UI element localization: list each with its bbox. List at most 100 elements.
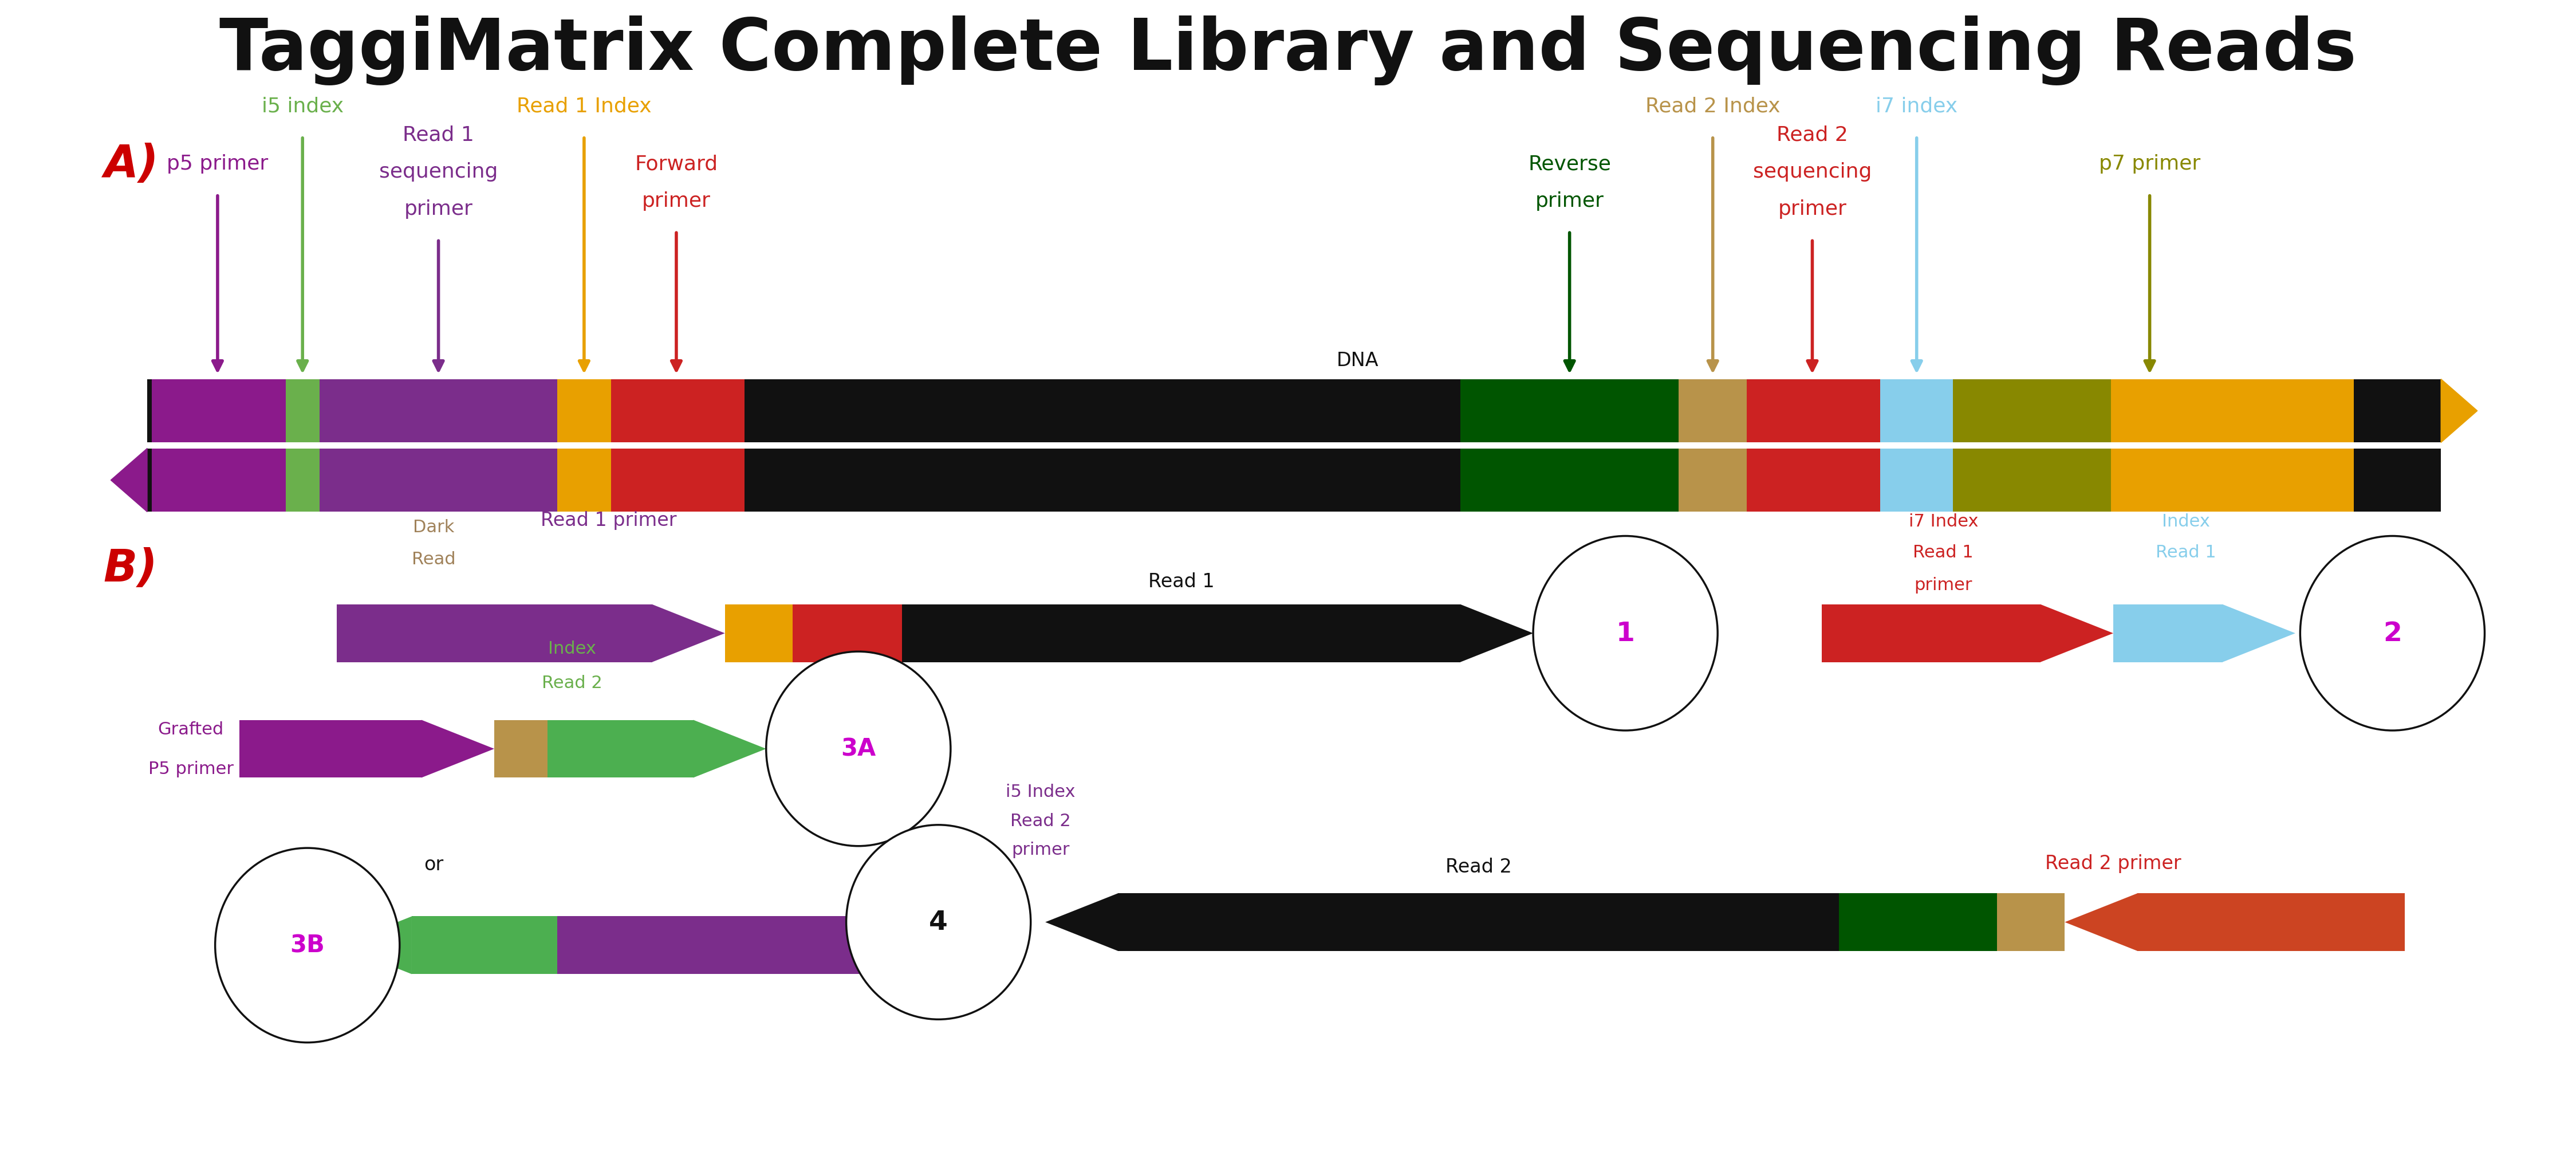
Bar: [1839, 893, 1996, 951]
Text: Read 2 primer: Read 2 primer: [2045, 854, 2182, 872]
Text: Reverse: Reverse: [1528, 155, 1610, 173]
Text: Read 1: Read 1: [1914, 544, 1973, 561]
Text: Read 1: Read 1: [402, 126, 474, 144]
Text: Index: Index: [2161, 513, 2210, 529]
Text: p7 primer: p7 primer: [2099, 155, 2200, 173]
Text: sequencing: sequencing: [1752, 162, 1873, 181]
Text: Read 2: Read 2: [1010, 813, 1072, 829]
Text: 1: 1: [1615, 621, 1636, 647]
Polygon shape: [2442, 379, 2478, 443]
Text: 2: 2: [2383, 621, 2401, 647]
Bar: [1880, 449, 1953, 512]
Text: or: or: [425, 855, 443, 873]
Bar: [319, 449, 556, 512]
Bar: [611, 449, 744, 512]
Text: primer: primer: [1012, 841, 1069, 858]
Bar: [793, 605, 902, 663]
Bar: [1747, 379, 1880, 443]
Bar: [1680, 379, 1747, 443]
Text: P5 primer: P5 primer: [149, 761, 234, 777]
Bar: [611, 379, 744, 443]
Bar: [2112, 605, 2223, 663]
Bar: [152, 379, 286, 443]
Text: sequencing: sequencing: [379, 162, 497, 181]
Text: Read 1 Index: Read 1 Index: [518, 97, 652, 116]
Text: TaggiMatrix Complete Library and Sequencing Reads: TaggiMatrix Complete Library and Sequenc…: [219, 15, 2357, 85]
Ellipse shape: [1533, 536, 1718, 730]
Text: p5 primer: p5 primer: [167, 155, 268, 173]
Bar: [286, 379, 319, 443]
Bar: [1821, 605, 2040, 663]
Bar: [1953, 379, 2110, 443]
Ellipse shape: [216, 848, 399, 1042]
Text: Read 2 Index: Read 2 Index: [1646, 97, 1780, 116]
Bar: [2110, 449, 2354, 512]
Text: Dark: Dark: [412, 519, 453, 535]
Bar: [724, 605, 793, 663]
Ellipse shape: [765, 651, 951, 847]
Bar: [744, 449, 1461, 512]
Text: primer: primer: [1914, 577, 1973, 593]
Bar: [1880, 379, 1953, 443]
Bar: [1680, 449, 1747, 512]
Bar: [1118, 893, 1839, 951]
Text: primer: primer: [1777, 199, 1847, 219]
Text: 3B: 3B: [291, 934, 325, 957]
Bar: [147, 379, 2442, 443]
Bar: [744, 379, 1461, 443]
Bar: [549, 720, 693, 778]
Polygon shape: [2066, 893, 2138, 951]
Polygon shape: [1461, 605, 1533, 663]
Bar: [2110, 379, 2354, 443]
Polygon shape: [340, 916, 412, 975]
Text: i5 Index: i5 Index: [1005, 784, 1074, 800]
Bar: [495, 720, 549, 778]
Bar: [1953, 449, 2110, 512]
Bar: [1996, 893, 2066, 951]
Polygon shape: [652, 605, 724, 663]
Bar: [556, 916, 886, 975]
Text: 3A: 3A: [840, 737, 876, 761]
Bar: [1461, 449, 1680, 512]
Text: 4: 4: [930, 909, 948, 935]
Bar: [337, 605, 652, 663]
Bar: [412, 916, 556, 975]
Bar: [556, 449, 611, 512]
Text: Read 1: Read 1: [2156, 544, 2215, 561]
Text: Index: Index: [549, 640, 595, 657]
Ellipse shape: [848, 825, 1030, 1020]
Text: B): B): [103, 547, 157, 591]
Polygon shape: [693, 720, 765, 778]
Text: primer: primer: [404, 199, 474, 219]
Polygon shape: [2040, 605, 2112, 663]
Bar: [152, 449, 286, 512]
Bar: [319, 379, 556, 443]
Text: i7 index: i7 index: [1875, 97, 1958, 116]
Text: Grafted: Grafted: [157, 721, 224, 737]
Text: primer: primer: [641, 191, 711, 211]
Text: i7 Index: i7 Index: [1909, 513, 1978, 529]
Text: i5 index: i5 index: [263, 97, 343, 116]
Polygon shape: [422, 720, 495, 778]
Bar: [1747, 449, 1880, 512]
Bar: [1461, 379, 1680, 443]
Text: Read 1: Read 1: [1149, 572, 1213, 591]
Text: primer: primer: [1535, 191, 1605, 211]
Text: Read: Read: [412, 551, 456, 568]
Bar: [147, 449, 2442, 512]
Polygon shape: [2223, 605, 2295, 663]
Ellipse shape: [2300, 536, 2486, 730]
Bar: [902, 605, 1461, 663]
Bar: [556, 379, 611, 443]
Text: DNA: DNA: [1337, 351, 1378, 370]
Text: Read 1 primer: Read 1 primer: [541, 511, 677, 529]
Polygon shape: [111, 449, 147, 512]
Bar: [2138, 893, 2403, 951]
Text: Read 2: Read 2: [1777, 126, 1847, 144]
Bar: [240, 720, 422, 778]
Bar: [286, 449, 319, 512]
Text: Forward: Forward: [634, 155, 719, 173]
Polygon shape: [1046, 893, 1118, 951]
Text: Read 2: Read 2: [541, 675, 603, 691]
Text: Read 2: Read 2: [1445, 857, 1512, 876]
